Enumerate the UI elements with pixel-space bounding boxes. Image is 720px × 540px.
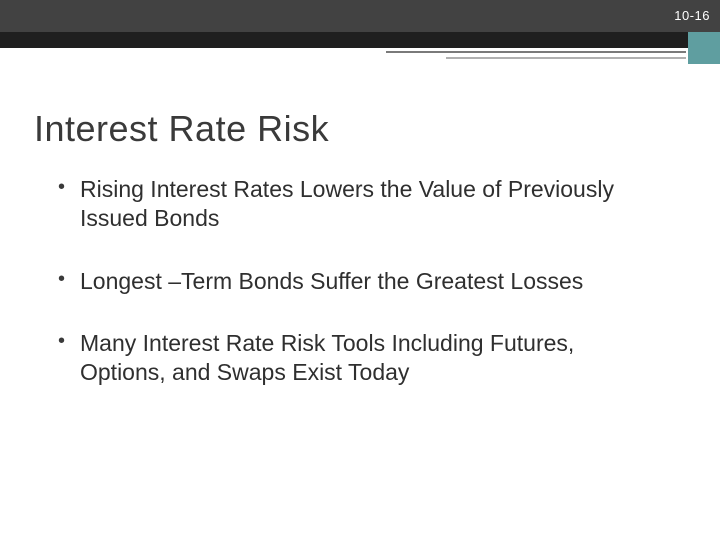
page-number: 10-16	[674, 8, 710, 23]
bullet-item: Longest –Term Bonds Suffer the Greatest …	[56, 267, 664, 296]
grey-line-lower	[446, 57, 686, 59]
bullet-item: Rising Interest Rates Lowers the Value o…	[56, 175, 664, 233]
top-bar: 10-16	[0, 0, 720, 32]
dark-bar	[0, 32, 688, 48]
accent-region	[0, 32, 720, 64]
content-area: Rising Interest Rates Lowers the Value o…	[56, 175, 664, 421]
bullet-item: Many Interest Rate Risk Tools Including …	[56, 329, 664, 387]
grey-line-upper	[386, 51, 686, 53]
slide-title: Interest Rate Risk	[34, 108, 329, 150]
slide: 10-16 Interest Rate Risk Rising Interest…	[0, 0, 720, 540]
teal-block	[688, 32, 720, 64]
